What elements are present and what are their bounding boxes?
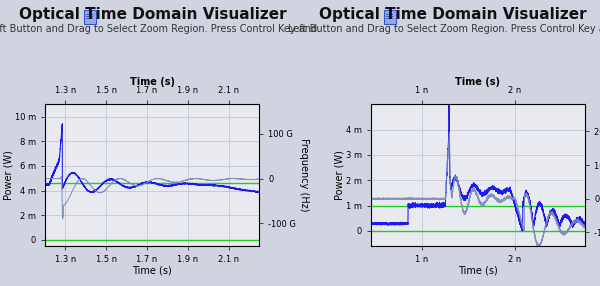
Y-axis label: Power (W): Power (W)	[4, 150, 13, 200]
X-axis label: Time (s): Time (s)	[130, 77, 175, 87]
Text: Optical Time Domain Visualizer: Optical Time Domain Visualizer	[319, 7, 587, 22]
Text: Optical Time Domain Visualizer: Optical Time Domain Visualizer	[19, 7, 287, 22]
Text: ≡: ≡	[85, 12, 95, 22]
Y-axis label: Frequency (Hz): Frequency (Hz)	[299, 138, 309, 212]
Text: ≡: ≡	[385, 12, 395, 22]
Text: Left Button and Drag to Select Zoom Region. Press Control Key and: Left Button and Drag to Select Zoom Regi…	[289, 24, 600, 34]
X-axis label: Time (s): Time (s)	[455, 77, 500, 87]
Y-axis label: Power (W): Power (W)	[334, 150, 344, 200]
X-axis label: Time (s): Time (s)	[458, 265, 498, 275]
X-axis label: Time (s): Time (s)	[132, 265, 172, 275]
Text: Left Button and Drag to Select Zoom Region. Press Control Key and: Left Button and Drag to Select Zoom Regi…	[0, 24, 317, 34]
